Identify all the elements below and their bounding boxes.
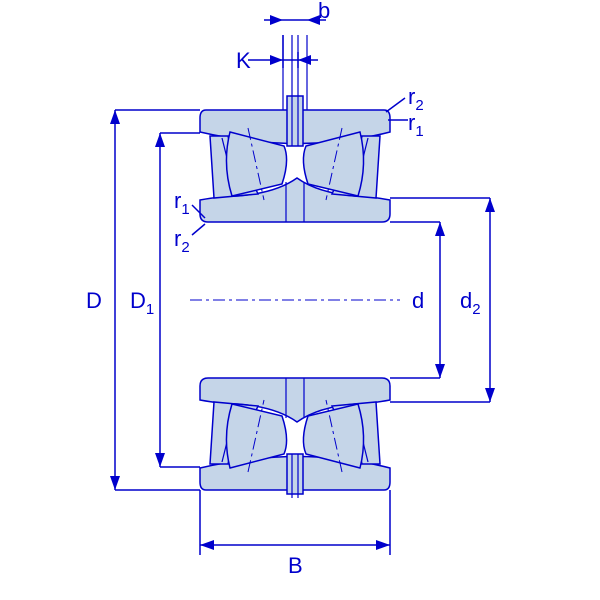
bearing-diagram: b K r2 r1 r1 r2 D D1 d d2 B (0, 0, 600, 600)
label-r2-inner: r2 (174, 226, 190, 256)
lube-slot-lower (287, 454, 303, 494)
label-b: b (318, 0, 330, 23)
label-B: B (288, 553, 303, 578)
label-r1-outer: r1 (408, 110, 424, 140)
diagram-svg: b K r2 r1 r1 r2 D D1 d d2 B (0, 0, 600, 600)
label-D1: D1 (130, 288, 154, 318)
label-d2: d2 (460, 288, 481, 318)
label-K: K (236, 48, 251, 73)
label-d: d (412, 288, 424, 313)
lube-slot (287, 96, 303, 146)
label-D: D (86, 288, 102, 313)
label-r1-inner: r1 (174, 188, 190, 218)
